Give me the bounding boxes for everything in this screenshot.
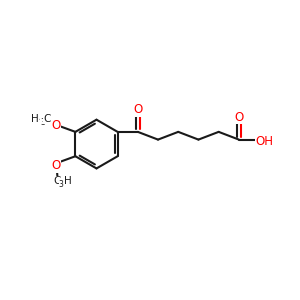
Text: C: C (44, 114, 51, 124)
Text: O: O (51, 159, 61, 172)
Text: OH: OH (255, 135, 273, 148)
Text: 3: 3 (59, 180, 64, 189)
Text: 3: 3 (40, 118, 45, 127)
Text: O: O (234, 111, 244, 124)
Text: C: C (53, 176, 61, 186)
Text: O: O (133, 103, 142, 116)
Text: O: O (51, 119, 61, 132)
Text: H: H (64, 176, 72, 186)
Text: H: H (32, 114, 39, 124)
